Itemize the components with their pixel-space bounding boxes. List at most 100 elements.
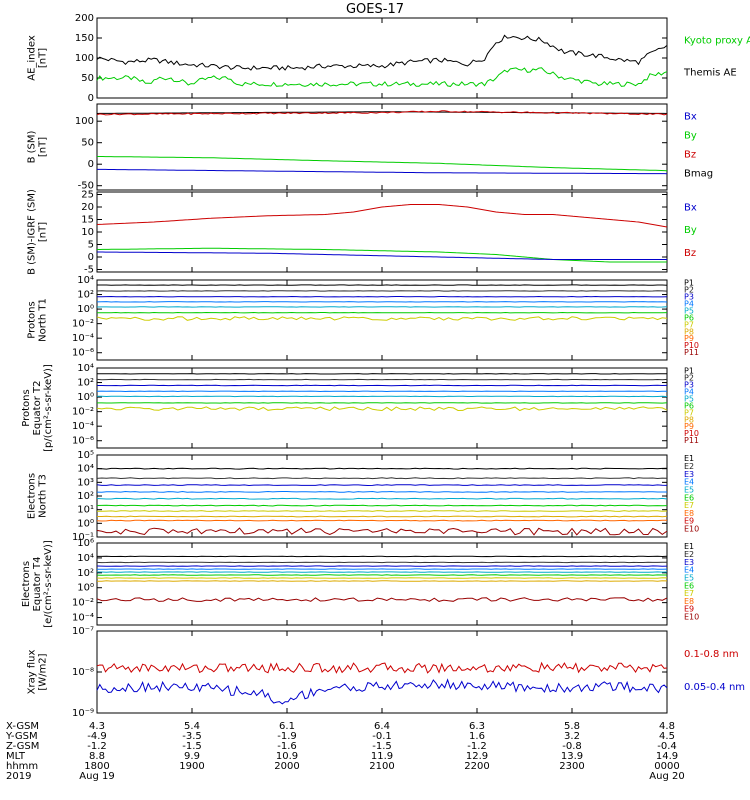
x-axis-value: 4.3	[89, 721, 105, 732]
x-axis-value: 2100	[369, 761, 394, 772]
legend-label: P10	[684, 429, 699, 438]
y-tick-label: 5	[88, 240, 94, 251]
legend-label: P5	[684, 306, 694, 315]
x-axis-value: 1900	[179, 761, 204, 772]
legend-label: 0.1-0.8 nm	[684, 649, 739, 660]
flux-channel-line	[97, 515, 668, 518]
legend-label: 0.05-0.4 nm	[684, 682, 745, 693]
x-axis-value: 8.8	[89, 751, 105, 762]
y-tick-label: 10⁴	[77, 553, 94, 564]
legend-label: P10	[684, 341, 699, 350]
flux-channel-line	[96, 467, 668, 470]
legend-label: E6	[684, 581, 694, 590]
series-line	[96, 34, 668, 71]
legend-label: E8	[684, 597, 694, 606]
y-tick-label: 10⁻²	[72, 407, 94, 418]
flux-channel-line	[96, 519, 668, 522]
y-tick-label: 10⁴	[77, 464, 94, 475]
legend-label: Bx	[684, 202, 697, 213]
y-axis-label: [p/(cm²-s-sr-keV)]	[43, 364, 54, 452]
y-tick-label: 20	[81, 202, 94, 213]
legend-label: P7	[684, 408, 694, 417]
series-line	[96, 67, 668, 88]
legend-label: E10	[684, 525, 699, 534]
flux-channel-line	[96, 577, 668, 579]
x-axis-value: 12.9	[466, 751, 488, 762]
y-axis-label: Xray flux	[27, 650, 38, 695]
y-tick-label: 10⁴	[77, 363, 94, 374]
flux-channel-line	[96, 406, 668, 412]
y-tick-label: 10⁶	[77, 538, 94, 549]
legend-label: P1	[684, 279, 694, 288]
flux-channel-line	[97, 510, 668, 512]
series-line	[96, 661, 668, 674]
x-axis-value: 5.4	[184, 721, 200, 732]
y-tick-label: 10⁰	[77, 518, 94, 529]
y-tick-label: 10³	[77, 477, 94, 488]
y-tick-label: 10⁻⁶	[72, 436, 94, 447]
series-line	[97, 156, 668, 172]
y-tick-label: 10²	[77, 568, 94, 579]
y-axis-label: Electrons	[21, 561, 32, 607]
legend-label: P6	[684, 401, 694, 410]
panel-frame	[96, 17, 668, 99]
y-tick-label: 10²	[77, 290, 94, 301]
y-tick-label: 10⁻²	[72, 598, 94, 609]
y-tick-label: 150	[75, 33, 94, 44]
legend-label: Themis AE	[683, 68, 737, 79]
legend-label: E7	[684, 501, 694, 510]
x-axis-value: -1.9	[277, 731, 297, 742]
y-tick-label: 0	[88, 93, 94, 104]
y-axis-label: North T1	[38, 298, 49, 342]
y-axis-label: Protons	[27, 301, 38, 338]
series-line	[97, 247, 667, 263]
x-axis-value: 0000	[654, 761, 679, 772]
legend-label: P11	[684, 348, 699, 357]
y-tick-label: 10⁻⁹	[72, 708, 94, 719]
x-axis-row-label: hhmm	[6, 761, 38, 772]
x-axis-value: 14.9	[656, 751, 678, 762]
y-tick-label: -5	[84, 265, 94, 276]
flux-channel-line	[96, 490, 667, 493]
legend-label: E9	[684, 605, 694, 614]
x-axis-value: -3.5	[182, 731, 202, 742]
x-axis-value: -0.4	[657, 741, 677, 752]
x-axis-value: -0.8	[562, 741, 582, 752]
y-tick-label: 15	[81, 215, 94, 226]
y-tick-label: 10⁻¹	[72, 532, 94, 543]
legend-label: E9	[684, 517, 694, 526]
y-tick-label: 10⁰	[77, 392, 94, 403]
legend-label: E5	[684, 573, 694, 582]
series-line	[96, 678, 668, 705]
x-axis-value: Aug 19	[79, 771, 114, 782]
legend-label: By	[684, 225, 697, 236]
legend-label: By	[684, 130, 697, 141]
flux-channel-line	[96, 504, 668, 507]
y-axis-label: [nT]	[38, 48, 49, 68]
legend-label: E7	[684, 589, 694, 598]
legend-label: Bx	[684, 111, 697, 122]
x-axis-value: 1800	[84, 761, 109, 772]
y-tick-label: 10⁻⁸	[72, 667, 94, 678]
x-axis-value: -1.5	[372, 741, 392, 752]
legend-label: P3	[684, 380, 694, 389]
legend-label: Bmag	[684, 169, 713, 180]
y-tick-label: 0	[88, 159, 94, 170]
legend-label: P6	[684, 313, 694, 322]
y-axis-label: [e/(cm²-s-sr-keV)]	[43, 540, 54, 628]
y-tick-label: 0	[88, 252, 94, 263]
x-axis-value: -1.5	[182, 741, 202, 752]
x-axis-value: Aug 20	[649, 771, 684, 782]
x-axis-value: -1.2	[467, 741, 487, 752]
legend-label: E2	[684, 550, 694, 559]
x-axis-row-label: X-GSM	[6, 721, 39, 732]
x-axis-value: 13.9	[561, 751, 583, 762]
y-axis-label: [W/m2]	[38, 653, 49, 690]
legend-label: E1	[684, 454, 694, 463]
y-tick-label: 50	[81, 73, 94, 84]
legend-label: P8	[684, 327, 694, 336]
y-axis-label: [nT]	[38, 137, 49, 157]
x-axis-value: 10.9	[276, 751, 298, 762]
y-tick-label: 10⁻⁴	[72, 421, 94, 432]
